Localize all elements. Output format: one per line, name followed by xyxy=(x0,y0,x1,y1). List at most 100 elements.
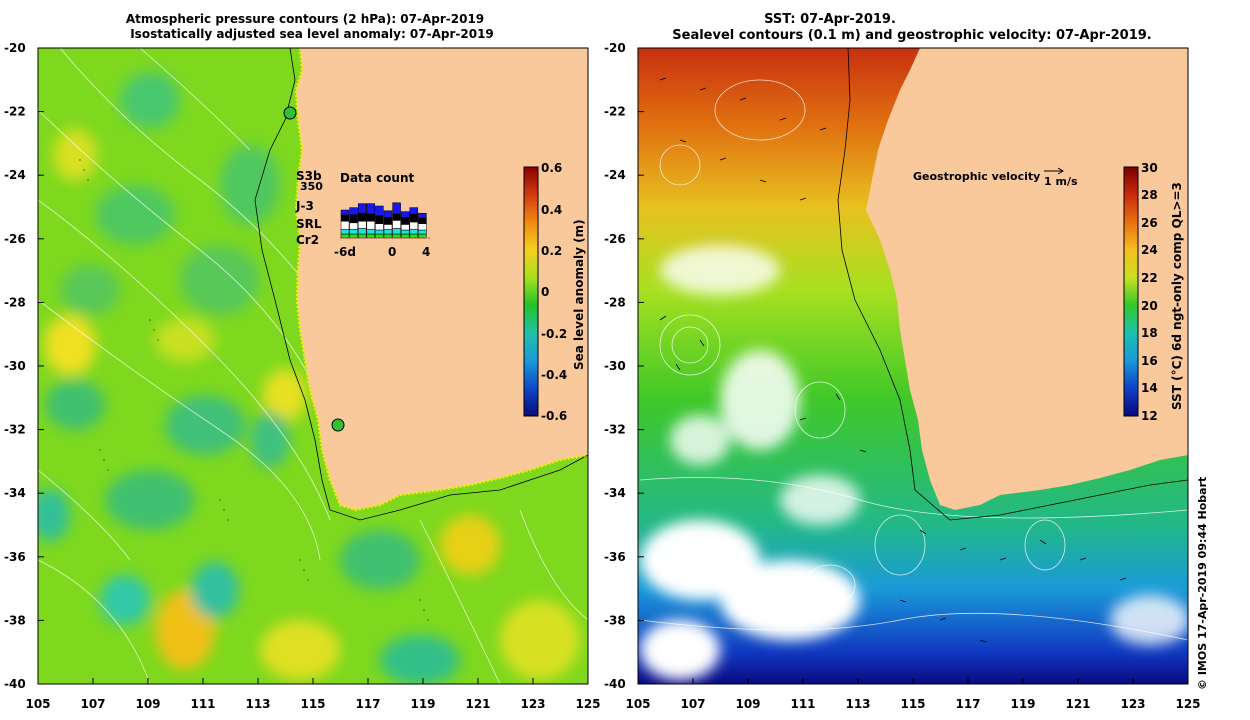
inset-bar-segment xyxy=(383,210,393,218)
inset-bar-segment xyxy=(383,216,393,225)
inset-bar-segment xyxy=(409,228,419,235)
inset-bar-segment xyxy=(366,233,376,239)
legend-s3b: S3b xyxy=(296,169,322,183)
inset-bar-segment xyxy=(375,229,384,235)
inset-bar-segment xyxy=(340,209,350,216)
right-map xyxy=(638,48,1188,684)
shelf-contour xyxy=(254,48,588,521)
longitude-tick-label: 113 xyxy=(245,697,270,711)
count-350: 350 xyxy=(300,180,323,193)
sst-tick: 22 xyxy=(1141,271,1158,285)
inset-bar-segment xyxy=(366,203,376,215)
latitude-tick-label: -38 xyxy=(4,613,26,627)
longitude-tick-label: 113 xyxy=(845,697,870,711)
inset-bar-segment xyxy=(349,228,358,235)
velocity-scale-label: 1 m/s xyxy=(1044,175,1078,188)
inset-bar-segment xyxy=(340,220,350,230)
inset-bar-segment xyxy=(340,228,350,235)
inset-bar-segment xyxy=(400,216,410,225)
inset-bar-segment xyxy=(400,211,410,218)
latitude-tick-label: -30 xyxy=(4,359,26,373)
sla-tick: 0 xyxy=(541,285,549,299)
velocity-arrows xyxy=(659,77,1127,643)
sst-tick: 16 xyxy=(1141,354,1158,368)
inset-bar-segment xyxy=(409,207,419,215)
legend-srl: SRL xyxy=(296,217,322,231)
cloud-mask xyxy=(640,245,1188,680)
inset-bar-segment xyxy=(392,213,401,221)
australia-landmass-right xyxy=(866,48,1188,510)
right-title-line2: Sealevel contours (0.1 m) and geostrophi… xyxy=(672,28,1151,43)
latitude-tick-label: -40 xyxy=(4,677,26,691)
inset-bar-segment xyxy=(392,228,401,235)
inset-title: Data count xyxy=(340,171,415,185)
longitude-tick-label: 111 xyxy=(790,697,815,711)
latitude-tick-label: -32 xyxy=(604,423,626,437)
latitude-tick-label: -24 xyxy=(4,168,26,182)
inset-bar-segment xyxy=(392,233,401,239)
latitude-tick-label: -22 xyxy=(4,105,26,119)
latitude-tick-label: -36 xyxy=(604,550,626,564)
inset-bar-segment xyxy=(418,229,427,235)
inset-bar-segment xyxy=(349,233,358,239)
inset-xlabel-end: 4 xyxy=(422,245,430,259)
latitude-tick-label: -26 xyxy=(4,232,26,246)
longitude-tick-label: 115 xyxy=(300,697,325,711)
imos-credit: © IMOS 17-Apr-2019 09:44 Hobart xyxy=(1196,477,1209,690)
sst-tick: 12 xyxy=(1141,409,1158,423)
australia-landmass xyxy=(296,48,588,510)
sla-tick: 0.2 xyxy=(541,244,562,258)
velocity-label: Geostrophic velocity xyxy=(913,170,1040,183)
left-map xyxy=(38,48,588,684)
inset-bar-segment xyxy=(400,233,410,239)
inset-bar-segment xyxy=(375,205,384,216)
track-dots xyxy=(79,159,429,621)
sst-tick: 30 xyxy=(1141,161,1158,175)
inset-bar-segment xyxy=(366,220,376,230)
inset-bar-segment xyxy=(383,228,393,235)
inset-bar-segment xyxy=(375,223,384,231)
sla-tick: 0.4 xyxy=(541,203,562,217)
inset-bar-segment xyxy=(357,212,367,222)
coastal-track xyxy=(294,48,588,512)
sst-tick: 14 xyxy=(1141,381,1158,395)
inset-bar-segment xyxy=(409,221,419,230)
inset-bar-segment xyxy=(418,212,427,219)
inset-xlabel-zero: 0 xyxy=(388,245,396,259)
velocity-scale-arrowhead xyxy=(1057,167,1064,175)
latitude-tick-label: -26 xyxy=(604,232,626,246)
inset-bar-segment xyxy=(349,222,358,230)
latitude-tick-label: -24 xyxy=(604,168,626,182)
latitude-tick-label: -32 xyxy=(4,423,26,437)
sst-colorbar-label: SST (°C) 6d ngt-only comp QL>=3 xyxy=(1170,182,1184,410)
inset-bar-segment xyxy=(357,220,367,229)
longitude-tick-label: 105 xyxy=(625,697,650,711)
sst-tick: 26 xyxy=(1141,216,1158,230)
inset-bar-segment xyxy=(366,228,376,235)
axis-ticks: -20 -22 -24 -26 -28 -30 -32 -34 -36 -38 -40 105 107 1… xyxy=(4,41,1201,711)
sealevel-contours xyxy=(639,79,1188,641)
latitude-tick-label: -34 xyxy=(604,486,626,500)
inset-bar-segment xyxy=(383,224,393,230)
latitude-tick-label: -40 xyxy=(604,677,626,691)
sla-tick: -0.6 xyxy=(541,409,567,423)
tide-gauge-south xyxy=(331,418,345,432)
sst-colorbar xyxy=(1123,166,1139,417)
sst-tick: 24 xyxy=(1141,243,1158,257)
longitude-tick-label: 121 xyxy=(1065,697,1090,711)
inset-bar-segment xyxy=(418,233,427,239)
sla-colorbar xyxy=(523,166,539,417)
sst-tick: 18 xyxy=(1141,326,1158,340)
inset-bar-segment xyxy=(375,215,384,224)
longitude-tick-label: 125 xyxy=(1175,697,1200,711)
tide-gauge-north xyxy=(283,106,297,120)
longitude-tick-label: 115 xyxy=(900,697,925,711)
latitude-tick-label: -28 xyxy=(604,295,626,309)
data-count-inset: S3b 350 J-3 SRL Cr2 Data count -6d 0 4 xyxy=(295,169,430,259)
longitude-tick-label: 111 xyxy=(190,697,215,711)
longitude-tick-label: 107 xyxy=(680,697,705,711)
inset-bars xyxy=(340,202,427,239)
longitude-tick-label: 117 xyxy=(955,697,980,711)
inset-bar-segment xyxy=(340,233,350,239)
